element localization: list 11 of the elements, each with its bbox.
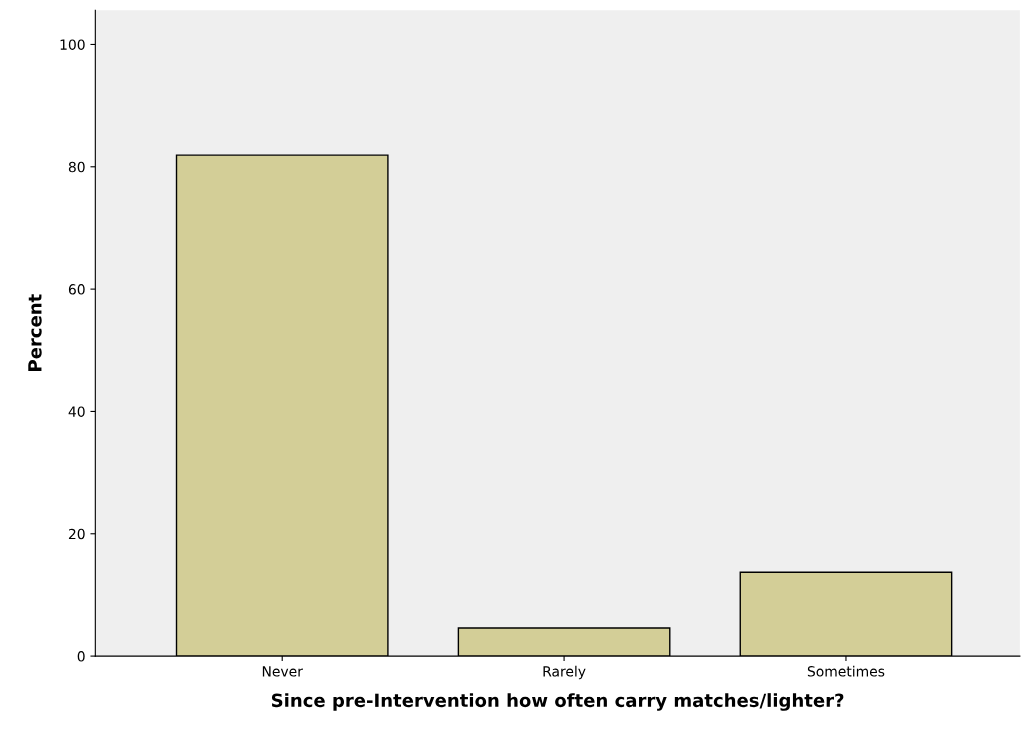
x-tick-label: Sometimes xyxy=(807,665,885,677)
y-axis-title: Percent xyxy=(28,294,42,371)
x-axis-title: Since pre-Intervention how often carry matches/lighter? xyxy=(271,693,844,711)
y-tick-label: 20 xyxy=(68,528,85,540)
y-tick-label: 80 xyxy=(68,161,85,173)
x-tick-label: Rarely xyxy=(543,665,586,680)
y-tick-label: 60 xyxy=(68,284,85,295)
x-tick-label: Never xyxy=(262,666,303,677)
y-tick-label: 0 xyxy=(77,651,85,662)
y-tick-label: 40 xyxy=(68,406,85,417)
y-tick-label: 100 xyxy=(60,39,85,50)
